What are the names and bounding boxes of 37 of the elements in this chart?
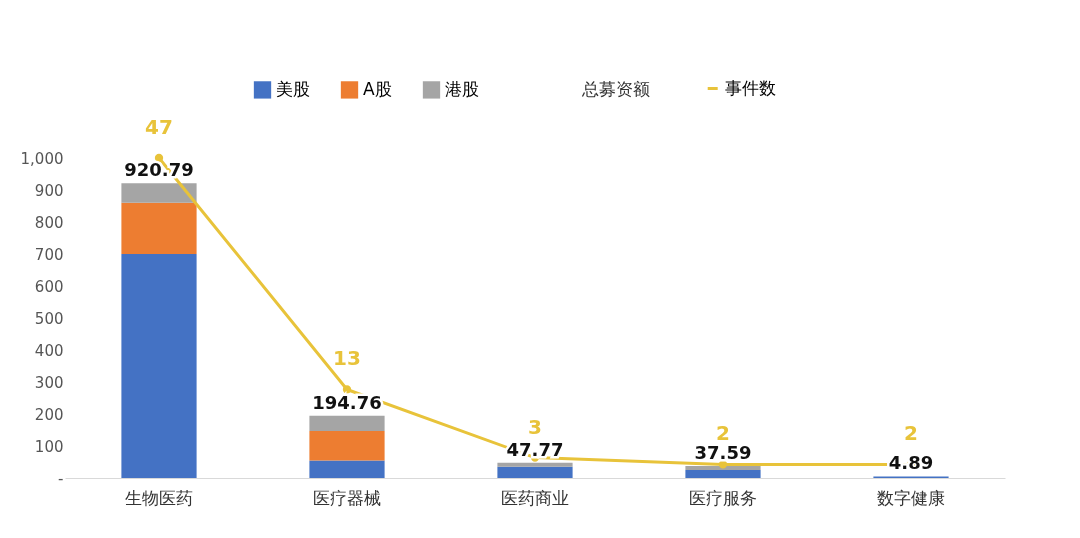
y-tick-label: 1,000 xyxy=(20,149,64,168)
bar xyxy=(685,465,761,470)
data-label: 3 xyxy=(528,414,542,439)
legend-label: 港股 xyxy=(445,78,479,99)
bar xyxy=(309,460,385,478)
legend-label: 美股 xyxy=(276,78,310,99)
bar xyxy=(121,202,197,254)
y-tick-label: 900 xyxy=(34,181,64,200)
x-tick-label: 医疗服务 xyxy=(689,487,757,508)
bar xyxy=(121,254,197,478)
data-label: 47 xyxy=(145,115,173,139)
x-tick-label: 数字健康 xyxy=(877,487,945,508)
total-label: 194.76 xyxy=(312,391,382,413)
legend-label: A股 xyxy=(363,78,392,99)
data-label: 2 xyxy=(904,421,918,446)
bar xyxy=(497,462,573,467)
text: 总募资额 xyxy=(581,79,650,99)
bar xyxy=(497,466,573,478)
y-tick-label: 600 xyxy=(34,277,64,296)
y-tick-label: 800 xyxy=(34,213,64,232)
bar xyxy=(309,415,385,431)
y-tick-label: 700 xyxy=(34,245,64,264)
y-tick-label: - xyxy=(58,469,64,488)
x-tick-label: 医药商业 xyxy=(501,487,569,508)
y-tick-label: 300 xyxy=(34,373,64,392)
x-tick-label: 医疗器械 xyxy=(313,487,381,508)
legend-label: 事件数 xyxy=(725,77,777,98)
x-tick-label: 生物医药 xyxy=(125,487,193,508)
y-tick-label: 100 xyxy=(34,437,64,456)
y-tick-label: 500 xyxy=(34,309,64,328)
bar xyxy=(309,430,385,461)
y-tick-label: 200 xyxy=(34,405,64,424)
bar xyxy=(121,183,197,203)
bar xyxy=(685,470,761,478)
data-label: 13 xyxy=(333,346,361,371)
y-tick-label: 400 xyxy=(34,341,64,360)
point xyxy=(342,385,352,394)
